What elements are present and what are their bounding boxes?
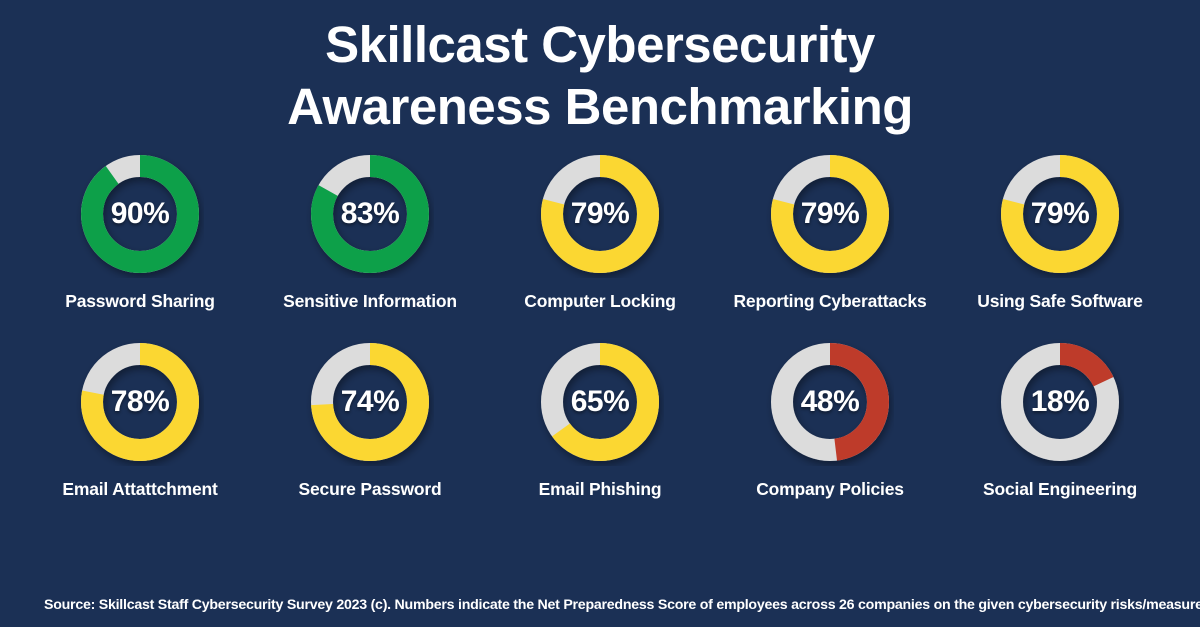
donut-value-arc — [311, 155, 429, 273]
donut-cell-computer-locking: 79% Computer Locking — [501, 150, 699, 312]
donut-chart-using-safe-software: 79% — [996, 150, 1124, 278]
donut-label-social-engineering: Social Engineering — [983, 479, 1137, 499]
donut-svg-password-sharing — [81, 155, 199, 273]
donut-cell-password-sharing: 90% Password Sharing — [41, 150, 239, 312]
donut-svg-secure-password — [311, 343, 429, 461]
donut-svg-using-safe-software — [1001, 155, 1119, 273]
donut-value-arc — [1001, 343, 1119, 461]
donut-value-arc — [1001, 155, 1119, 273]
donut-chart-password-sharing: 90% — [76, 150, 204, 278]
donut-cell-company-policies: 48% Company Policies — [731, 338, 929, 500]
donut-cell-email-attattchment: 78% Email Attattchment — [41, 338, 239, 500]
donut-chart-email-attattchment: 78% — [76, 338, 204, 466]
donut-svg-email-phishing — [541, 343, 659, 461]
donut-chart-sensitive-information: 83% — [306, 150, 434, 278]
donut-svg-email-attattchment — [81, 343, 199, 461]
donut-label-computer-locking: Computer Locking — [524, 291, 676, 311]
donut-label-email-phishing: Email Phishing — [538, 479, 662, 499]
donut-label-company-policies: Company Policies — [756, 479, 904, 499]
donut-value-arc — [311, 343, 429, 461]
donut-value-arc — [81, 343, 199, 461]
donut-value-arc — [771, 155, 889, 273]
donut-chart-social-engineering: 18% — [996, 338, 1124, 466]
footer: Source: Skillcast Staff Cybersecurity Su… — [0, 557, 1200, 627]
donut-cell-using-safe-software: 79% Using Safe Software — [961, 150, 1159, 312]
donut-svg-social-engineering — [1001, 343, 1119, 461]
donut-chart-email-phishing: 65% — [536, 338, 664, 466]
donut-cell-secure-password: 74% Secure Password — [271, 338, 469, 500]
page-title: Skillcast Cybersecurity Awareness Benchm… — [0, 0, 1200, 138]
donut-chart-computer-locking: 79% — [536, 150, 664, 278]
donut-svg-sensitive-information — [311, 155, 429, 273]
donut-cell-social-engineering: 18% Social Engineering — [961, 338, 1159, 500]
donut-label-secure-password: Secure Password — [298, 479, 442, 499]
donut-value-arc — [771, 343, 889, 461]
donut-cell-sensitive-information: 83% Sensitive Information — [271, 150, 469, 312]
donut-grid: 90% Password Sharing 83% Sensitive Informat… — [0, 138, 1200, 557]
donut-svg-computer-locking — [541, 155, 659, 273]
donut-chart-reporting-cyberattacks: 79% — [766, 150, 894, 278]
donut-label-email-attattchment: Email Attattchment — [62, 479, 218, 499]
donut-label-sensitive-information: Sensitive Information — [283, 291, 457, 311]
source-note: Source: Skillcast Staff Cybersecurity Su… — [44, 597, 1200, 613]
donut-row-1: 90% Password Sharing 83% Sensitive Informat… — [0, 150, 1200, 312]
donut-row-2: 78% Email Attattchment 74% Secure Password 6… — [0, 338, 1200, 500]
donut-value-arc — [81, 155, 199, 273]
donut-label-using-safe-software: Using Safe Software — [977, 291, 1143, 311]
donut-chart-secure-password: 74% — [306, 338, 434, 466]
donut-cell-reporting-cyberattacks: 79% Reporting Cyberattacks — [731, 150, 929, 312]
donut-label-reporting-cyberattacks: Reporting Cyberattacks — [733, 291, 927, 311]
donut-svg-company-policies — [771, 343, 889, 461]
donut-value-arc — [541, 155, 659, 273]
donut-chart-company-policies: 48% — [766, 338, 894, 466]
donut-svg-reporting-cyberattacks — [771, 155, 889, 273]
donut-label-password-sharing: Password Sharing — [65, 291, 215, 311]
title-line-1: Skillcast Cybersecurity — [325, 16, 875, 73]
title-line-2: Awareness Benchmarking — [287, 78, 913, 135]
donut-cell-email-phishing: 65% Email Phishing — [501, 338, 699, 500]
donut-value-arc — [541, 343, 659, 461]
